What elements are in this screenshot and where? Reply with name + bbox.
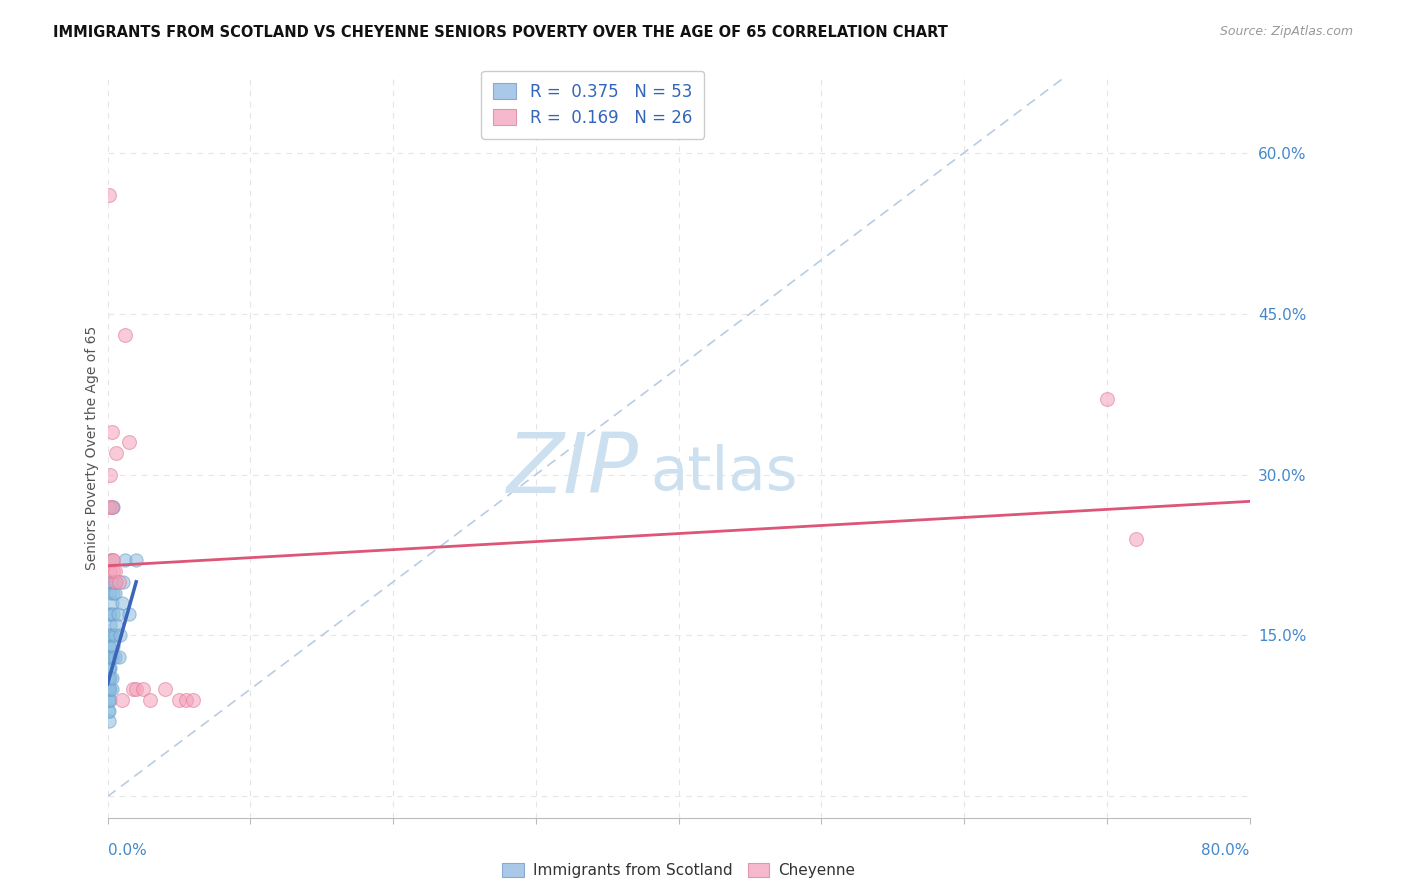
Point	[114, 328, 136, 343]
Point	[101, 649, 124, 664]
Point	[118, 435, 141, 450]
Point	[108, 649, 131, 664]
Point	[103, 553, 125, 567]
Point	[98, 672, 121, 686]
Point	[103, 639, 125, 653]
Point	[98, 639, 121, 653]
Point	[98, 693, 121, 707]
Point	[98, 607, 121, 621]
Point	[100, 672, 122, 686]
Point	[100, 682, 122, 697]
Y-axis label: Seniors Poverty Over the Age of 65: Seniors Poverty Over the Age of 65	[86, 326, 100, 570]
Point	[167, 693, 190, 707]
Point	[100, 585, 122, 599]
Text: 80.0%: 80.0%	[1202, 844, 1250, 858]
Point	[110, 628, 132, 642]
Point	[118, 607, 141, 621]
Point	[104, 628, 127, 642]
Point	[98, 714, 121, 729]
Point	[101, 682, 124, 697]
Point	[139, 693, 162, 707]
Point	[125, 682, 148, 697]
Point	[111, 693, 134, 707]
Point	[100, 693, 122, 707]
Point	[97, 704, 120, 718]
Point	[100, 564, 122, 578]
Point	[100, 617, 122, 632]
Point	[100, 661, 122, 675]
Point	[98, 661, 121, 675]
Point	[103, 500, 125, 514]
Point	[103, 585, 125, 599]
Point	[98, 682, 121, 697]
Point	[98, 672, 121, 686]
Text: 0.0%: 0.0%	[108, 844, 146, 858]
Point	[101, 596, 124, 610]
Point	[98, 500, 121, 514]
Point	[98, 649, 121, 664]
Point	[98, 188, 121, 202]
Point	[103, 564, 125, 578]
Legend: Immigrants from Scotland, Cheyenne: Immigrants from Scotland, Cheyenne	[496, 857, 862, 884]
Point	[98, 682, 121, 697]
Text: ZIP: ZIP	[506, 429, 638, 510]
Point	[100, 467, 122, 482]
Point	[105, 446, 128, 460]
Point	[98, 661, 121, 675]
Point	[105, 574, 128, 589]
Point	[97, 693, 120, 707]
Point	[98, 704, 121, 718]
Point	[101, 500, 124, 514]
Point	[100, 607, 122, 621]
Point	[100, 649, 122, 664]
Point	[98, 639, 121, 653]
Point	[101, 425, 124, 439]
Text: Source: ZipAtlas.com: Source: ZipAtlas.com	[1219, 25, 1353, 38]
Point	[104, 564, 127, 578]
Point	[1125, 532, 1147, 546]
Point	[122, 682, 145, 697]
Point	[104, 574, 127, 589]
Text: atlas: atlas	[650, 444, 797, 503]
Point	[153, 682, 176, 697]
Point	[103, 607, 125, 621]
Point	[105, 617, 128, 632]
Text: IMMIGRANTS FROM SCOTLAND VS CHEYENNE SENIORS POVERTY OVER THE AGE OF 65 CORRELAT: IMMIGRANTS FROM SCOTLAND VS CHEYENNE SEN…	[53, 25, 948, 40]
Point	[98, 682, 121, 697]
Point	[100, 574, 122, 589]
Point	[108, 574, 131, 589]
Point	[101, 500, 124, 514]
Point	[181, 693, 204, 707]
Point	[111, 596, 134, 610]
Point	[101, 574, 124, 589]
Point	[98, 649, 121, 664]
Point	[132, 682, 155, 697]
Point	[112, 574, 135, 589]
Point	[101, 672, 124, 686]
Point	[101, 628, 124, 642]
Point	[98, 628, 121, 642]
Point	[104, 649, 127, 664]
Point	[1095, 392, 1118, 407]
Point	[101, 553, 124, 567]
Point	[125, 553, 148, 567]
Point	[174, 693, 197, 707]
Point	[100, 628, 122, 642]
Point	[107, 607, 129, 621]
Point	[114, 553, 136, 567]
Point	[104, 585, 127, 599]
Point	[100, 553, 122, 567]
